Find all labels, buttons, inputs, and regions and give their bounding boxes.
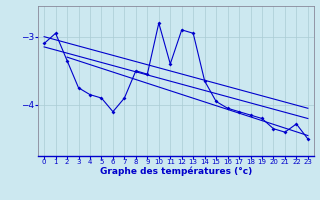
X-axis label: Graphe des températures (°c): Graphe des températures (°c) [100, 167, 252, 176]
